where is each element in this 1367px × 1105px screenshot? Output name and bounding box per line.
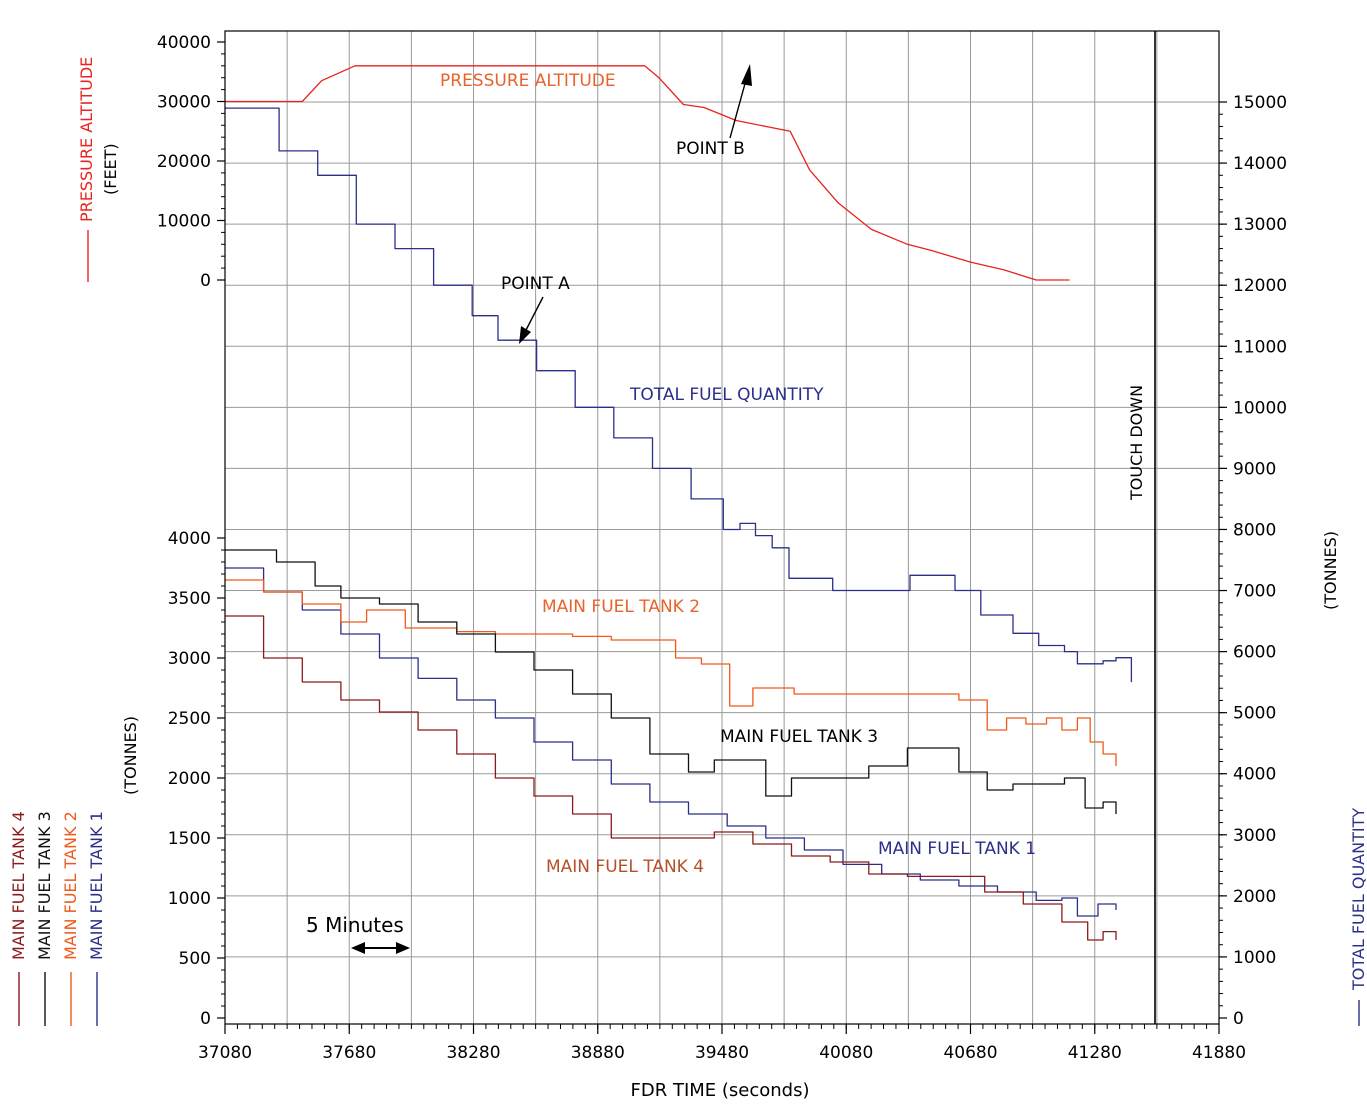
- total-fuel-tick-label: 10000: [1233, 398, 1287, 418]
- tanks-tick-label: 3500: [168, 589, 211, 609]
- point-b-arrow-shaft: [729, 79, 747, 139]
- total-fuel-tick-label: 7000: [1233, 582, 1276, 602]
- tank3-annotation: MAIN FUEL TANK 3: [720, 727, 878, 747]
- total-fuel-tick-label: 2000: [1233, 887, 1276, 907]
- series-line-main-fuel-tank-3: [225, 549, 1117, 814]
- series-line-main-fuel-tank-4: [225, 615, 1117, 941]
- legend-tank4: MAIN FUEL TANK 4: [9, 811, 28, 960]
- altitude-axis-unit: (FEET): [101, 143, 120, 195]
- total-fuel-legend-label: TOTAL FUEL QUANTITY: [1349, 808, 1367, 991]
- tank1-annotation: MAIN FUEL TANK 1: [878, 839, 1036, 859]
- tank4-annotation: MAIN FUEL TANK 4: [546, 857, 704, 877]
- altitude-tick-label: 40000: [157, 33, 211, 53]
- x-tick-label: 38280: [446, 1043, 500, 1063]
- altitude-tick-label: 0: [200, 271, 211, 291]
- tanks-tick-label: 500: [179, 949, 211, 969]
- tank2-annotation: MAIN FUEL TANK 2: [542, 597, 700, 617]
- x-tick-label: 40680: [943, 1043, 997, 1063]
- series-line-pressure-altitude: [225, 65, 1070, 281]
- pressure-altitude-annotation: PRESSURE ALTITUDE: [440, 71, 616, 91]
- tanks-tick-label: 2500: [168, 709, 211, 729]
- total-fuel-tick-label: 8000: [1233, 520, 1276, 540]
- total-fuel-tick-label: 6000: [1233, 643, 1276, 663]
- tanks-tick-label: 2000: [168, 769, 211, 789]
- legend-tank3: MAIN FUEL TANK 3: [35, 811, 54, 960]
- point-a-label: POINT A: [501, 274, 570, 294]
- total-fuel-unit: (TONNES): [1321, 531, 1340, 610]
- ticks-layer: 37080 37680 38280 38880 39480 40080 40680 41280…: [157, 33, 1287, 1063]
- series-line-main-fuel-tank-2: [225, 579, 1117, 766]
- touch-down-label: TOUCH DOWN: [1127, 385, 1146, 501]
- tanks-tick-label: 0: [200, 1009, 211, 1029]
- x-tick-label: 37680: [322, 1043, 376, 1063]
- total-fuel-tick-label: 1000: [1233, 948, 1276, 968]
- total-fuel-tick-label: 13000: [1233, 215, 1287, 235]
- series-line-main-fuel-tank-1: [225, 567, 1117, 917]
- point-b-label: POINT B: [676, 139, 745, 159]
- x-tick-label: 41880: [1192, 1043, 1246, 1063]
- x-tick-label: 38880: [571, 1043, 625, 1063]
- five-minutes-arrow: [351, 942, 410, 954]
- total-fuel-annotation: TOTAL FUEL QUANTITY: [629, 385, 824, 405]
- total-fuel-tick-label: 0: [1233, 1009, 1244, 1029]
- altitude-tick-label: 30000: [157, 93, 211, 113]
- total-fuel-tick-label: 9000: [1233, 459, 1276, 479]
- legend-tank2: MAIN FUEL TANK 2: [61, 811, 80, 960]
- point-a-arrowhead: [519, 326, 531, 344]
- point-b-arrowhead: [741, 64, 752, 86]
- x-tick-label: 37080: [198, 1043, 252, 1063]
- x-axis-label: FDR TIME (seconds): [631, 1080, 810, 1101]
- total-fuel-tick-label: 3000: [1233, 826, 1276, 846]
- altitude-axis-label: PRESSURE ALTITUDE: [77, 57, 96, 222]
- series-layer: [225, 65, 1133, 941]
- x-tick-label: 40080: [819, 1043, 873, 1063]
- tanks-tick-label: 1500: [168, 829, 211, 849]
- x-tick-label: 41280: [1068, 1043, 1122, 1063]
- total-fuel-tick-label: 11000: [1233, 337, 1287, 357]
- total-fuel-tick-label: 4000: [1233, 765, 1276, 785]
- x-tick-label: 39480: [695, 1043, 749, 1063]
- total-fuel-tick-label: 15000: [1233, 93, 1287, 113]
- series-line-total-fuel-quantity: [225, 107, 1133, 683]
- point-a-arrow-shaft: [524, 296, 544, 333]
- tanks-tick-label: 1000: [168, 889, 211, 909]
- five-minutes-label: 5 Minutes: [306, 913, 404, 937]
- total-fuel-tick-label: 12000: [1233, 276, 1287, 296]
- tanks-tick-label: 4000: [168, 529, 211, 549]
- legend-tank1: MAIN FUEL TANK 1: [87, 811, 106, 960]
- tanks-axis-unit: (TONNES): [121, 716, 140, 795]
- tanks-tick-label: 3000: [168, 649, 211, 669]
- left-legend: MAIN FUEL TANK 4 MAIN FUEL TANK 3 MAIN F…: [9, 811, 106, 1026]
- altitude-tick-label: 10000: [157, 212, 211, 232]
- altitude-tick-label: 20000: [157, 152, 211, 172]
- grid: [225, 31, 1219, 1024]
- total-fuel-tick-label: 14000: [1233, 154, 1287, 174]
- total-fuel-tick-label: 5000: [1233, 704, 1276, 724]
